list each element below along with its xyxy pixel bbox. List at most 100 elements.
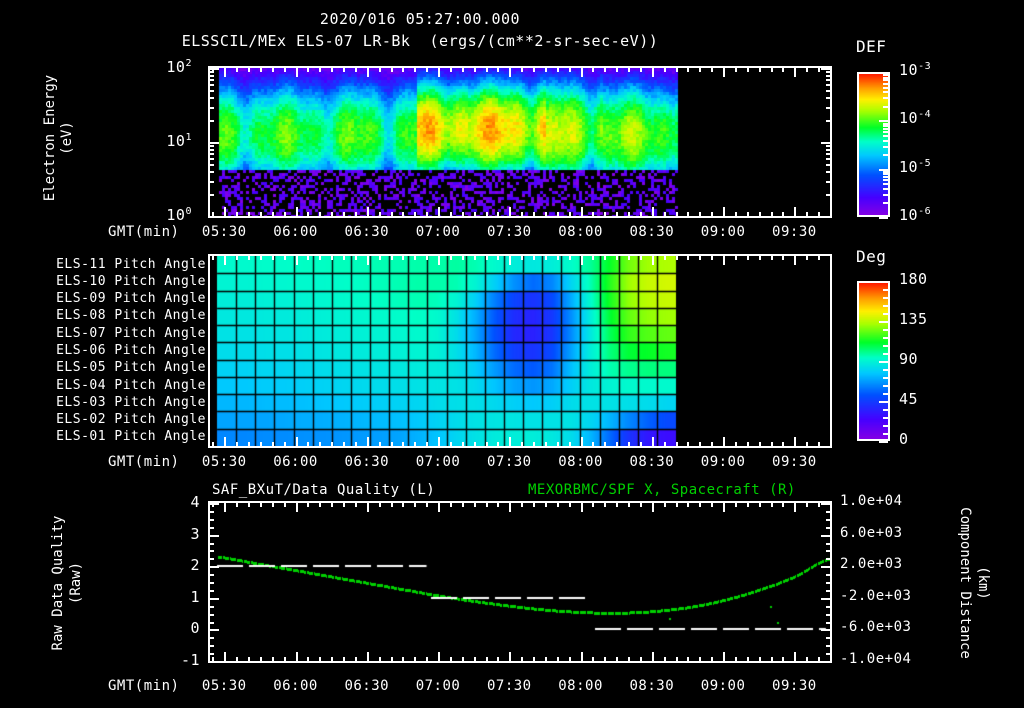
ytick-mantissa: 10 [166,58,186,76]
axis-tick [331,254,333,260]
mid-panel-row-label: ELS-04 Pitch Angle [56,378,206,393]
axis-tick [509,437,511,448]
axis-tick [735,66,737,72]
axis-tick [735,501,737,507]
axis-tick [343,442,345,448]
axis-tick [821,661,832,663]
axis-tick [331,657,333,663]
axis-tick [735,657,737,663]
colorbar-tick [879,321,888,323]
def-colorbar-title: DEF [856,37,887,56]
top-panel-ytick-label: 101 [150,132,192,150]
colorbar-tick [883,97,888,99]
colorbar-tick [883,146,888,148]
axis-tick [676,442,678,448]
axis-tick [821,629,832,631]
def-colorbar-tick-label: 10-3 [899,61,931,79]
axis-tick [379,66,381,72]
axis-tick [414,501,416,507]
mid-panel-row-label: ELS-01 Pitch Angle [56,429,206,444]
deg-colorbar-tick-label: 90 [899,350,919,368]
axis-tick [426,442,428,448]
axis-tick [509,66,511,77]
axis-tick [272,657,274,663]
axis-tick [212,657,214,663]
axis-tick [296,652,298,663]
bot-panel-ytick-label-right: -6.0e+03 [840,619,912,635]
top-panel-frame [208,66,832,218]
axis-tick [450,254,452,260]
bot-panel-ylabel-right-line1: Component Distance [957,507,973,659]
axis-tick [794,437,796,448]
axis-tick [497,66,499,72]
axis-tick [687,442,689,448]
axis-tick [616,501,618,507]
axis-tick [759,254,761,260]
mid-panel-xtick-label: 06:30 [344,454,390,470]
axis-tick [284,66,286,72]
axis-tick [759,657,761,663]
axis-tick [450,657,452,663]
axis-tick [208,171,214,173]
axis-tick [782,66,784,72]
axis-tick [208,216,219,218]
axis-tick [307,254,309,260]
axis-tick [782,657,784,663]
axis-tick [208,181,214,183]
axis-tick [208,84,214,86]
colorbar-tick [883,329,888,331]
axis-tick [821,535,832,537]
axis-tick [676,212,678,218]
axis-tick [826,511,832,513]
axis-tick [687,657,689,663]
axis-tick [208,164,214,166]
top-panel-ylabel-line2: (eV) [59,121,75,155]
cb-exponent: -3 [918,61,932,72]
def-colorbar-tick-label: 10-5 [899,158,931,176]
axis-tick [497,442,499,448]
axis-tick [462,66,464,72]
bot-panel-xtick-label: 07:00 [415,678,461,694]
axis-tick [604,501,606,507]
axis-tick [640,66,642,72]
axis-tick [462,212,464,218]
axis-tick [826,590,832,592]
bot-panel-ytick-label-right: 6.0e+03 [840,525,903,541]
axis-tick [248,442,250,448]
colorbar-tick [883,125,888,127]
axis-tick [604,66,606,72]
top-panel-xtick-label: 08:30 [629,224,675,240]
cb-mantissa: 10 [899,206,919,224]
axis-tick [830,212,832,218]
colorbar-tick [883,393,888,395]
axis-tick [664,66,666,72]
axis-tick [581,254,583,265]
top-panel-xtick-label: 09:00 [700,224,746,240]
cb-mantissa: 10 [899,109,919,128]
axis-tick [367,207,369,218]
axis-tick [604,212,606,218]
axis-tick [260,442,262,448]
axis-tick [307,66,309,72]
colorbar-tick [883,425,888,427]
axis-tick [806,501,808,507]
axis-tick [557,212,559,218]
axis-tick [628,212,630,218]
colorbar-tick [883,83,888,85]
axis-tick [794,501,796,512]
axis-tick [826,637,832,639]
axis-tick [545,212,547,218]
mid-panel-xtick-label: 08:30 [629,454,675,470]
axis-tick [367,437,369,448]
axis-tick [821,142,832,144]
axis-tick [426,501,428,507]
axis-tick [208,645,214,647]
axis-tick [208,79,214,81]
bot-panel-xaxis-label: GMT(min) [108,678,180,694]
axis-tick [771,66,773,72]
axis-tick [640,501,642,507]
axis-tick [224,652,226,663]
axis-tick [628,501,630,507]
axis-tick [676,657,678,663]
axis-tick [486,66,488,72]
